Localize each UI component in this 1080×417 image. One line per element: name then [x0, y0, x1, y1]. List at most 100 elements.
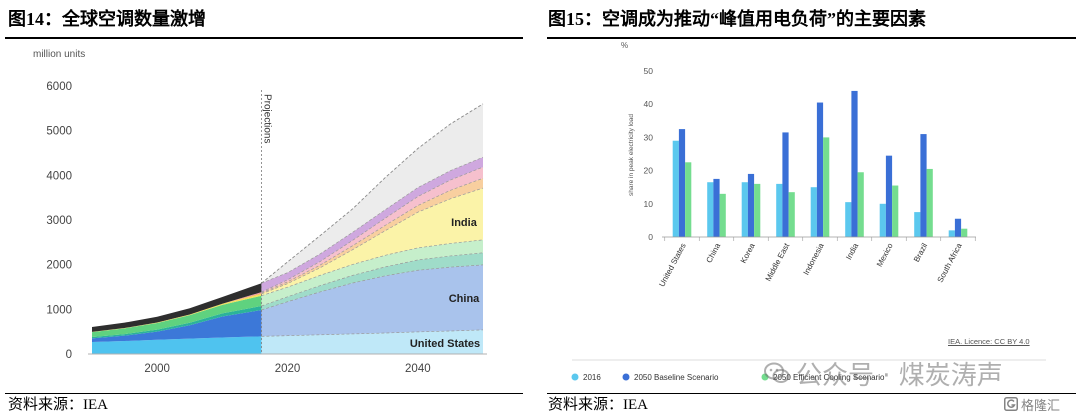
peak-load-share-bar-chart: United States China Korea Middle East Indone… [571, 41, 1046, 382]
gelonghui-logo: 格隆汇 [1004, 394, 1061, 414]
projection-boundary-layer-4 [261, 239, 484, 297]
series-label-india: India [451, 217, 478, 229]
area-layer-4-historical [92, 295, 262, 338]
area-layer-7-projection [261, 167, 483, 294]
bar-mexico-2050-efficient-cooling-scenario [892, 185, 899, 237]
category-label: Indonesia [802, 241, 826, 276]
figure-15-source-rule [547, 393, 1076, 394]
y-axis-label: share in peak electricity load [628, 114, 635, 196]
y-tick-label: 3000 [46, 215, 72, 227]
watermark: 公众号 · 煤炭涛声 [764, 356, 1003, 391]
bar-united-states-2050-baseline-scenario [678, 129, 686, 237]
y-tick-label: 50 [644, 66, 654, 76]
bar-korea-2050-efficient-cooling-scenario [754, 183, 761, 237]
legend-item-2016: 2016 [571, 373, 601, 382]
y-axis-unit: % [621, 41, 628, 50]
licence-link[interactable]: IEA. Licence: CC BY 4.0 [948, 337, 1030, 346]
bar-brazil-2050-baseline-scenario [920, 134, 927, 237]
x-tick-label: 2000 [144, 363, 170, 375]
category-label: United States [657, 242, 687, 289]
projection-boundary-china [261, 264, 484, 311]
bar-group-mexico [879, 155, 899, 237]
area-layer-8-historical [92, 283, 262, 332]
series-label-china: China [449, 293, 480, 305]
area-layer-india-projection [261, 188, 483, 296]
figure-15-title-rule [547, 37, 1076, 39]
figure-15-title: 图15：空调成为推动“峰值用电负荷”的主要因素 [548, 9, 926, 29]
category-label: Mexico [875, 241, 895, 268]
y-tick-label: 2000 [46, 260, 72, 272]
bar-group-united-states [672, 129, 692, 237]
bar-group-india [845, 90, 864, 237]
y-tick-label: 6000 [46, 81, 72, 93]
category-label: China [705, 241, 723, 264]
wechat-icon [764, 361, 790, 385]
area-layer-6-projection [261, 178, 483, 294]
bar-india-2016 [845, 202, 852, 237]
bar-china-2050-baseline-scenario [713, 178, 720, 237]
area-layer-3-projection [261, 252, 483, 311]
bar-korea-2016 [741, 182, 748, 237]
legend-label: 2016 [583, 373, 601, 382]
bar-brazil-2050-efficient-cooling-scenario [926, 168, 933, 237]
bar-south-africa-2050-baseline-scenario [954, 218, 962, 237]
bar-united-states-2050-efficient-cooling-scenario [685, 162, 692, 237]
legend-label: 2050 Efficient Cooling Scenario [773, 373, 885, 382]
figure-14-source: 资料来源：IEA [8, 397, 108, 413]
y-tick-label: 5000 [46, 126, 72, 138]
bar-indonesia-2050-efficient-cooling-scenario [823, 137, 830, 237]
bar-indonesia-2050-baseline-scenario [816, 102, 824, 237]
figure-15-source: 资料来源：IEA [548, 397, 648, 413]
bar-korea-2050-baseline-scenario [747, 173, 755, 237]
figure-14-source-rule [5, 393, 523, 394]
category-label: Brazil [912, 242, 929, 264]
legend-item-2050-baseline-scenario: 2050 Baseline Scenario [622, 373, 719, 382]
gelonghui-logo-icon [1004, 397, 1018, 411]
bar-south-africa-2050-efficient-cooling-scenario [961, 228, 968, 237]
bar-india-2050-efficient-cooling-scenario [857, 172, 864, 237]
bar-south-africa-2016 [948, 230, 955, 237]
area-layer-united-states-projection [261, 329, 483, 354]
bar-brazil-2016 [914, 212, 921, 237]
projection-boundary-layer-3 [261, 252, 484, 307]
y-tick-label: 4000 [46, 170, 72, 182]
bar-indonesia-2016 [810, 187, 817, 237]
projection-boundary-united-states [261, 329, 484, 337]
historical-layers [92, 283, 262, 354]
projection-boundary-layer-7 [261, 166, 484, 293]
legend-swatch [622, 373, 630, 381]
figure-14-title-rule [5, 37, 523, 39]
bar-china-2016 [707, 182, 714, 237]
area-layer-3-historical [92, 305, 262, 339]
y-tick-label: 10 [644, 199, 654, 209]
bar-group-china [707, 178, 726, 237]
area-layer-china-projection [261, 264, 483, 337]
area-layer-4-projection [261, 239, 483, 306]
bar-middle-east-2050-baseline-scenario [782, 132, 789, 237]
area-layer-china-historical [92, 310, 262, 342]
category-label: South Africa [936, 241, 964, 284]
y-tick-label: 20 [644, 166, 654, 176]
area-layer-united-states-historical [92, 336, 262, 354]
bar-group-south-africa [948, 218, 968, 237]
category-label: Korea [739, 241, 757, 265]
x-tick-label: 2040 [405, 363, 431, 375]
legend-swatch [571, 373, 579, 381]
legend-label: 2050 Baseline Scenario [634, 373, 719, 382]
bar-group-korea [741, 173, 761, 237]
figure-14-title: 图14：全球空调数量激增 [8, 9, 206, 29]
y-tick-label: 0 [66, 349, 72, 361]
projection-label: Projections [261, 94, 272, 143]
logo-text: 格隆汇 [1021, 398, 1061, 414]
y-tick-label: 40 [644, 99, 654, 109]
bar-group-indonesia [810, 102, 830, 237]
y-axis-label: million units [33, 49, 85, 60]
bar-china-2050-efficient-cooling-scenario [719, 193, 726, 237]
y-tick-label: 0 [648, 232, 653, 242]
bar-mexico-2016 [879, 203, 886, 237]
bar-middle-east-2016 [776, 183, 783, 237]
projection-layers [261, 157, 483, 354]
bar-group-brazil [914, 134, 933, 237]
bar-india-2050-baseline-scenario [851, 90, 858, 237]
